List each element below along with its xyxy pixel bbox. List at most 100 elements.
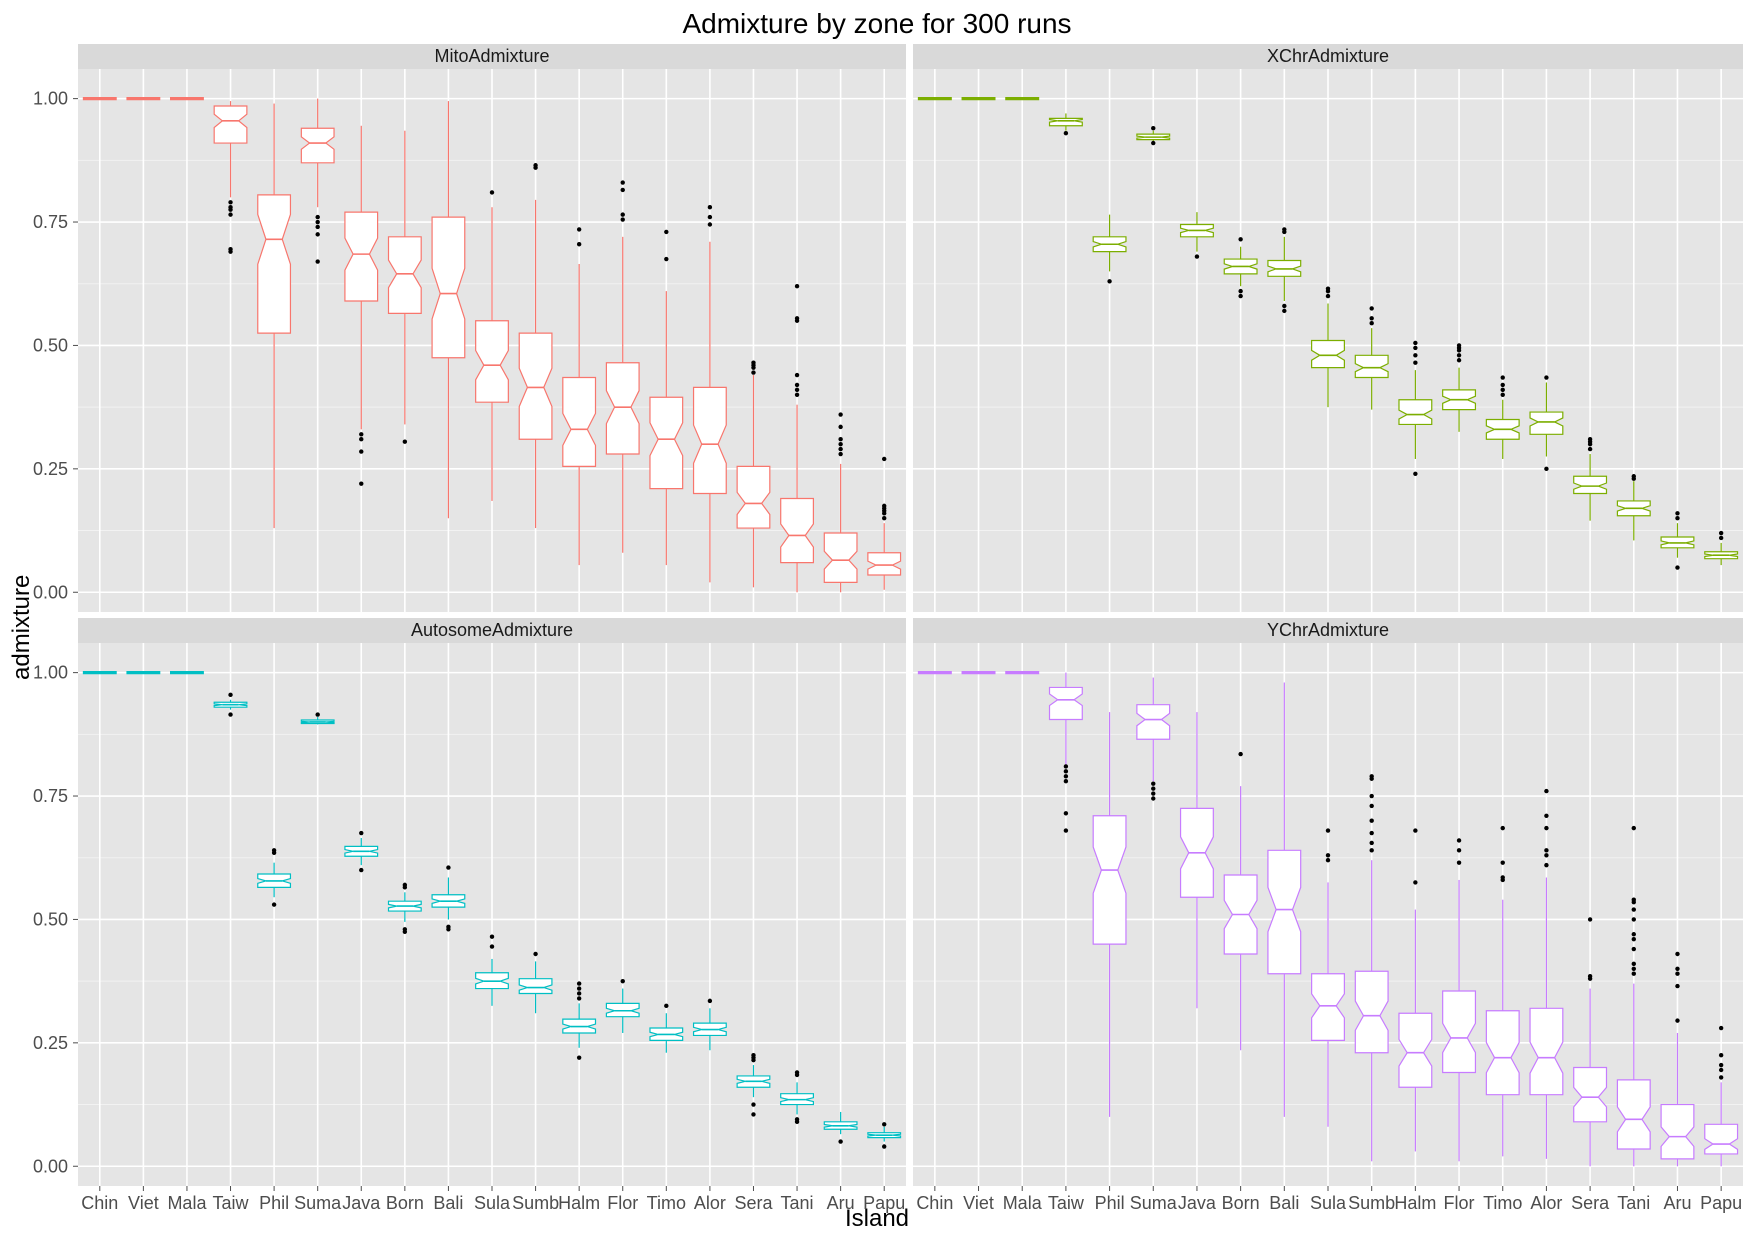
box-autosomeadmixture-aru xyxy=(823,1111,858,1144)
box-body xyxy=(1048,686,1083,721)
outlier-point xyxy=(882,1122,887,1127)
box-body xyxy=(692,386,727,495)
outlier-point xyxy=(1151,791,1156,796)
outlier-point xyxy=(1413,880,1418,885)
outlier-point xyxy=(228,712,233,717)
box-body xyxy=(1485,1010,1520,1096)
box-body xyxy=(1442,990,1477,1074)
box-autosomeadmixture-viet xyxy=(126,671,161,675)
box-body xyxy=(780,497,814,564)
outlier-point xyxy=(1063,130,1069,136)
outlier-point xyxy=(794,382,800,388)
box-mitoadmixture-phil xyxy=(257,103,292,529)
outlier-point xyxy=(1238,288,1243,294)
outlier-point xyxy=(1194,254,1200,259)
outlier-point xyxy=(1500,392,1505,397)
outlier-point xyxy=(1631,936,1636,942)
box-body xyxy=(1529,1007,1564,1096)
box-ychradmixture-chin xyxy=(917,671,952,675)
box-xchradmixture-sula xyxy=(1311,286,1345,408)
box-mitoadmixture-alor xyxy=(692,205,727,583)
box-body xyxy=(1136,704,1171,740)
x-tick-label: Sera xyxy=(734,1193,773,1213)
outlier-point xyxy=(1544,825,1549,831)
box-autosomeadmixture-timo xyxy=(649,1003,684,1053)
x-tick-label: Flor xyxy=(1444,1193,1475,1213)
x-tick-label: Viet xyxy=(128,1193,159,1213)
box-ychradmixture-halm xyxy=(1398,828,1433,1152)
outlier-point xyxy=(228,205,233,210)
outlier-point xyxy=(664,229,669,235)
strip-label-autosomeadmixture: AutosomeAdmixture xyxy=(411,620,573,640)
outlier-point xyxy=(359,481,364,486)
outlier-point xyxy=(489,944,495,949)
outlier-point xyxy=(359,449,364,454)
outlier-point xyxy=(1151,786,1156,791)
box-xchradmixture-papu xyxy=(1704,530,1739,566)
box-mitoadmixture-sula xyxy=(475,190,509,501)
box-ychradmixture-flor xyxy=(1442,838,1477,1162)
outlier-point xyxy=(1063,811,1069,816)
outlier-point xyxy=(838,451,843,457)
box-xchradmixture-sumb xyxy=(1354,306,1389,410)
outlier-point xyxy=(794,1070,800,1075)
x-tick-label: Bali xyxy=(1269,1193,1299,1213)
outlier-point xyxy=(1631,825,1636,831)
x-tick-label: Tani xyxy=(1617,1193,1650,1213)
box-ychradmixture-phil xyxy=(1092,712,1127,1117)
outlier-point xyxy=(1151,796,1156,801)
outlier-point xyxy=(1587,917,1593,922)
x-tick-label: Born xyxy=(1222,1193,1260,1213)
box-mitoadmixture-taiw xyxy=(213,101,248,254)
outlier-point xyxy=(751,360,756,365)
x-tick-label: Timo xyxy=(1483,1193,1522,1213)
outlier-point xyxy=(1718,535,1724,541)
outlier-point xyxy=(1151,126,1156,131)
outlier-point xyxy=(1675,971,1680,976)
box-autosomeadmixture-mala xyxy=(170,671,204,675)
x-tick-label: Alor xyxy=(694,1193,726,1213)
outlier-point xyxy=(707,205,713,210)
box-mitoadmixture-born xyxy=(387,130,422,444)
outlier-point xyxy=(446,924,451,930)
outlier-point xyxy=(576,242,582,247)
box-xchradmixture-suma xyxy=(1136,126,1171,146)
outlier-point xyxy=(1587,437,1593,442)
outlier-point xyxy=(1369,840,1374,846)
x-tick-label: Mala xyxy=(167,1193,207,1213)
outlier-point xyxy=(1718,1052,1724,1058)
outlier-point xyxy=(1369,830,1374,836)
box-mitoadmixture-mala xyxy=(170,97,204,101)
outlier-point xyxy=(1063,779,1069,784)
box-mitoadmixture-bali xyxy=(431,101,466,519)
outlier-point xyxy=(228,200,233,205)
outlier-point xyxy=(1500,860,1505,865)
box-body xyxy=(1311,339,1345,369)
outlier-point xyxy=(882,516,887,521)
outlier-point xyxy=(838,441,843,447)
outlier-point xyxy=(1369,793,1374,799)
box-xchradmixture-mala xyxy=(1005,97,1040,101)
outlier-point xyxy=(1413,353,1418,358)
y-tick-label: 0.25 xyxy=(33,1033,68,1053)
outlier-point xyxy=(794,392,800,397)
outlier-point xyxy=(1675,966,1680,971)
x-tick-label: Viet xyxy=(963,1193,994,1213)
outlier-point xyxy=(1325,853,1331,858)
box-autosomeadmixture-sula xyxy=(475,934,509,1006)
outlier-point xyxy=(794,372,800,378)
y-tick-label: 1.00 xyxy=(33,89,68,109)
y-tick-label: 0.00 xyxy=(33,582,68,602)
outlier-point xyxy=(1413,471,1418,476)
outlier-point xyxy=(1500,387,1505,393)
outlier-point xyxy=(1587,446,1593,452)
outlier-point xyxy=(576,986,582,991)
outlier-point xyxy=(1718,530,1724,536)
x-tick-label: Taiw xyxy=(213,1193,250,1213)
box-ychradmixture-alor xyxy=(1529,788,1564,1159)
box-xchradmixture-aru xyxy=(1660,511,1695,570)
outlier-point xyxy=(1500,825,1505,831)
outlier-point xyxy=(620,187,625,193)
outlier-point xyxy=(1718,1025,1724,1031)
x-tick-label: Java xyxy=(342,1193,381,1213)
